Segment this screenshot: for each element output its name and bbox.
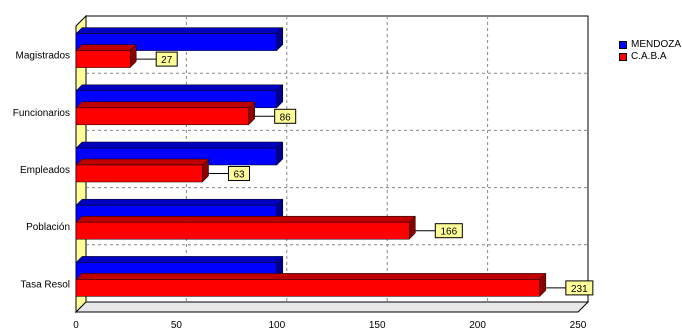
bar-top-face [75, 141, 284, 149]
data-label-box [434, 223, 463, 239]
bars [75, 26, 547, 298]
data-label-box [565, 280, 594, 296]
data-label-box [155, 51, 178, 67]
category-label: Tasa Resol [21, 279, 70, 290]
bar-caba [75, 215, 416, 240]
floor [74, 301, 590, 313]
bar-caba [75, 43, 137, 69]
bar-top-face [75, 273, 547, 280]
category-labels: Magistrados Funcionarios Empleados Població… [13, 51, 70, 291]
bar-front-face [75, 221, 410, 240]
category-label: Población [26, 222, 70, 233]
bar-caba [75, 272, 547, 298]
x-tick-label: 150 [369, 320, 386, 331]
bar-front-face [75, 279, 541, 297]
bar-front-face [75, 107, 249, 126]
data-label-box [228, 166, 251, 181]
data-label: 63 [233, 170, 245, 181]
x-tick-label: 50 [171, 320, 183, 331]
data-label: 166 [440, 227, 457, 238]
x-tick-label: 200 [469, 320, 486, 331]
legend: MENDOZA C.A.B.A [619, 39, 681, 63]
legend-item-series-1: C.A.B.A [619, 51, 681, 63]
bar-caba [75, 158, 210, 183]
bar-front-face [75, 164, 203, 183]
x-tick-label: 250 [570, 320, 587, 331]
bar-top-face [75, 27, 284, 34]
bar-top-face [75, 44, 137, 51]
bar-caba [75, 101, 256, 126]
x-tick-labels: 0 50 100 150 200 250 [73, 320, 587, 331]
category-label: Empleados [20, 165, 70, 176]
category-label: Magistrados [16, 51, 70, 62]
bar-top-face [75, 101, 256, 109]
x-tick-label: 0 [73, 320, 79, 331]
category-label: Funcionarios [13, 108, 70, 119]
bar-top-face [75, 158, 210, 166]
legend-label-series-0: MENDOZA [631, 39, 681, 50]
bar-front-face [75, 50, 131, 68]
legend-swatch-series-0 [619, 41, 627, 49]
data-label: 231 [571, 284, 588, 295]
bar-top-face [75, 256, 284, 263]
bar-top-face [75, 198, 284, 206]
bar-top-face [75, 84, 284, 92]
legend-label-series-1: C.A.B.A [631, 51, 667, 62]
x-tick-label: 100 [268, 320, 285, 331]
data-labels: 27 86 63 166 231 [136, 51, 594, 296]
data-label: 86 [280, 112, 292, 123]
legend-swatch-series-1 [619, 53, 627, 61]
data-label: 27 [161, 55, 173, 66]
bar-top-face [75, 215, 416, 223]
data-label-box [274, 108, 297, 124]
legend-item-series-0: MENDOZA [619, 39, 681, 51]
